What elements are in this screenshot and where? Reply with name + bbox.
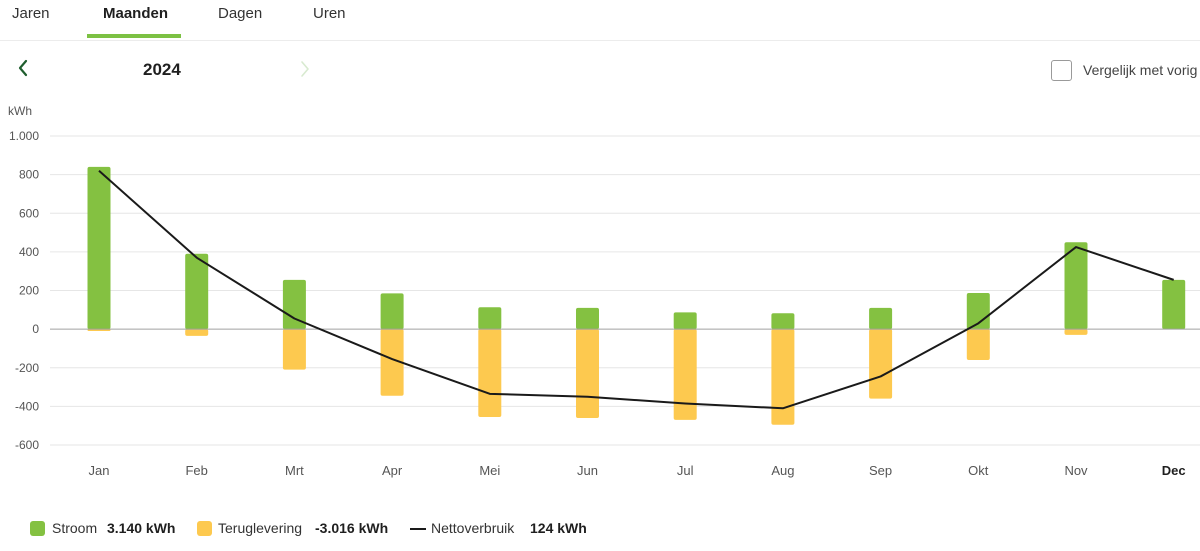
next-period-button[interactable]	[296, 57, 316, 81]
teruglevering-bar	[185, 329, 209, 336]
teruglevering-bar	[282, 329, 306, 370]
x-tick-label: Nov	[1064, 463, 1088, 478]
period-tabs: Jaren Maanden Dagen Uren	[0, 0, 1200, 41]
x-tick-label: Okt	[968, 463, 989, 478]
legend-nettoverbruik-value: 124 kWh	[530, 520, 587, 536]
x-tick-label: Mrt	[285, 463, 304, 478]
legend-stroom-value: 3.140 kWh	[107, 520, 176, 536]
stroom-bar	[478, 307, 502, 330]
active-tab-indicator	[87, 34, 181, 38]
chevron-left-icon	[18, 59, 28, 77]
legend-teruglevering[interactable]: Teruglevering -3.016 kWh	[197, 519, 407, 539]
x-tick-label: Feb	[185, 463, 207, 478]
teruglevering-bar	[966, 329, 990, 361]
tab-uren[interactable]: Uren	[313, 5, 346, 22]
y-tick-label: -200	[15, 361, 39, 375]
teruglevering-bar	[869, 329, 893, 399]
chevron-right-icon	[301, 61, 309, 77]
stroom-bar	[87, 166, 111, 330]
y-tick-label: 600	[19, 206, 39, 220]
y-tick-label: 800	[19, 168, 39, 182]
y-tick-label: 200	[19, 284, 39, 298]
y-axis-ticks: 1.000 800 600 400 200 0 -200 -400 -600	[9, 129, 39, 452]
stroom-bar	[869, 307, 893, 330]
stroom-bar	[1162, 279, 1186, 330]
y-tick-label: 0	[32, 322, 39, 336]
x-tick-label: Dec	[1162, 463, 1186, 478]
y-tick-label: -400	[15, 399, 39, 413]
x-tick-label: Apr	[382, 463, 403, 478]
stroom-bar	[771, 313, 795, 330]
legend-stroom[interactable]: Stroom 3.140 kWh	[30, 519, 200, 539]
y-tick-label: 1.000	[9, 129, 39, 143]
y-tick-label: -600	[15, 438, 39, 452]
teruglevering-bar	[478, 329, 502, 417]
tab-jaren[interactable]: Jaren	[12, 5, 50, 22]
teruglevering-bar	[771, 329, 795, 425]
y-axis-unit: kWh	[8, 104, 32, 118]
compare-label: Vergelijk met vorig jaar	[1083, 62, 1200, 78]
stroom-swatch	[30, 521, 45, 536]
compare-checkbox[interactable]	[1051, 60, 1072, 81]
monthly-energy-chart: kWh 1.000 800 600 400 200 0 -200 -400 -600 Jan Fe…	[8, 104, 1200, 478]
teruglevering-swatch	[197, 521, 212, 536]
x-axis-ticks: Jan Feb Mrt Apr Mei Jun Jul Aug Sep Okt Nov Dec	[89, 463, 1186, 478]
x-tick-label: Aug	[771, 463, 794, 478]
stroom-bar	[576, 307, 599, 330]
stroom-bar	[282, 279, 306, 330]
y-tick-label: 400	[19, 245, 39, 259]
teruglevering-bar	[1064, 329, 1088, 335]
stroom-bar	[1064, 242, 1088, 330]
nettoverbruik-line	[98, 170, 1175, 410]
stroom-bar	[673, 312, 697, 330]
legend-nettoverbruik[interactable]: Nettoverbruik 124 kWh	[410, 519, 610, 539]
nettoverbruik-swatch	[410, 528, 426, 530]
stroom-bar	[185, 253, 209, 330]
teruglevering-bar	[576, 329, 599, 418]
legend-teruglevering-value: -3.016 kWh	[315, 520, 389, 536]
x-tick-label: Jul	[677, 463, 694, 478]
netto-line-layer	[98, 170, 1175, 410]
tab-maanden[interactable]: Maanden	[103, 5, 169, 22]
x-tick-label: Jun	[577, 463, 598, 478]
x-tick-label: Sep	[869, 463, 892, 478]
legend-teruglevering-label: Teruglevering	[218, 520, 303, 536]
previous-period-button[interactable]	[14, 56, 34, 80]
x-tick-label: Jan	[89, 463, 110, 478]
tab-dagen[interactable]: Dagen	[218, 5, 263, 22]
x-tick-label: Mei	[479, 463, 500, 478]
teruglevering-bar	[673, 329, 697, 420]
legend-nettoverbruik-label: Nettoverbruik	[431, 520, 515, 536]
teruglevering-bar	[380, 329, 404, 396]
stroom-bar	[380, 293, 404, 330]
chart-bars	[87, 166, 1186, 425]
legend-stroom-label: Stroom	[52, 520, 98, 536]
selected-year: 2024	[143, 60, 181, 79]
chart-grid	[50, 135, 1200, 446]
